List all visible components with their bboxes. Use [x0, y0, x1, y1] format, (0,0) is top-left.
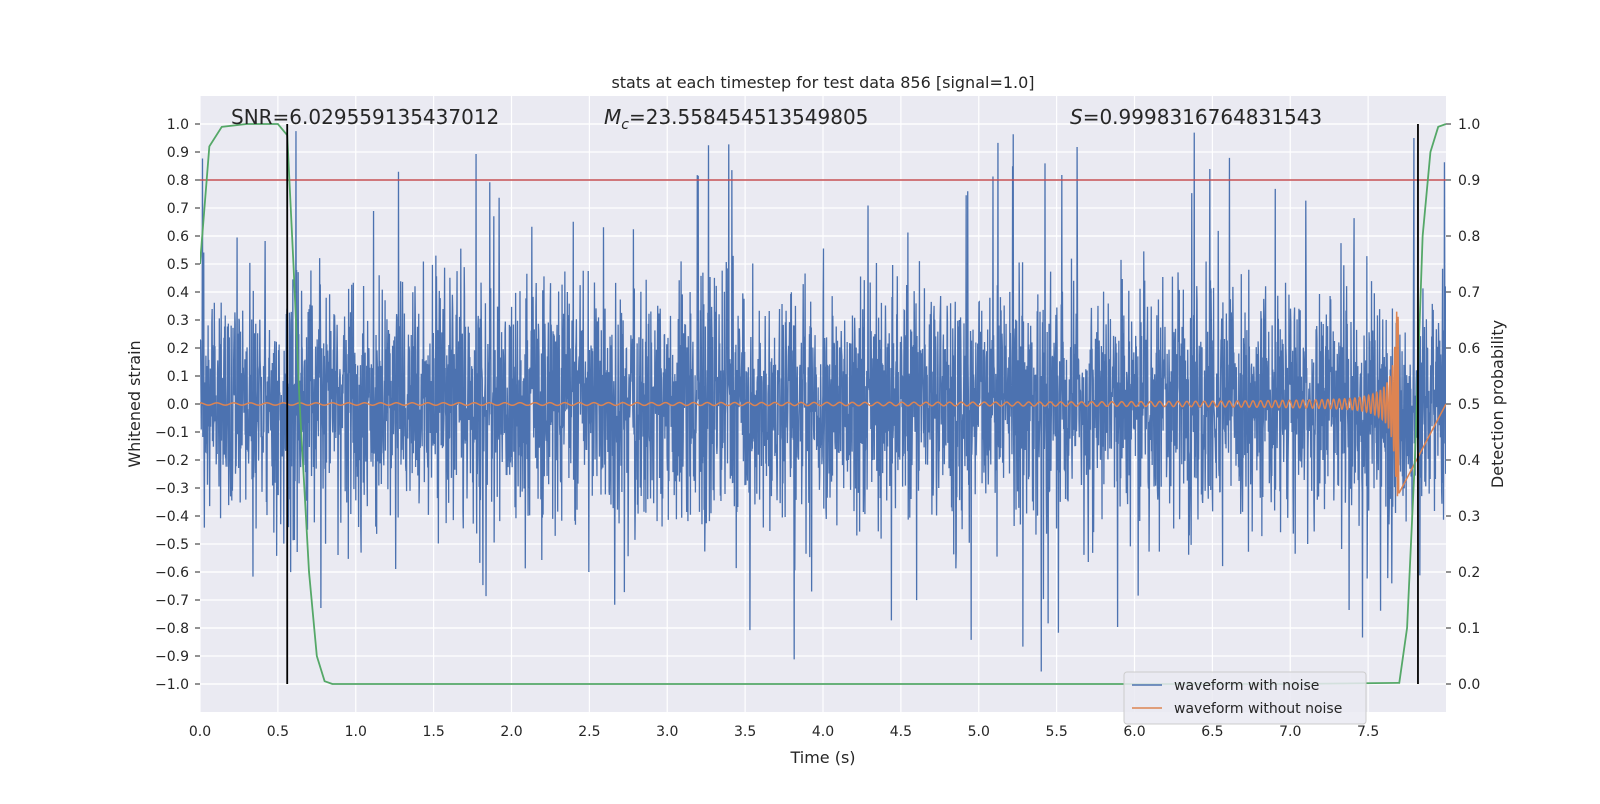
y-axis-label: Whitened strain — [125, 340, 144, 467]
annotation-chirp-mass-symbol: M — [604, 105, 621, 129]
x-tick-label: 5.5 — [1045, 724, 1067, 740]
y2-axis-label: Detection probability — [1488, 320, 1507, 488]
x-tick-label: 1.0 — [345, 724, 367, 740]
y2-tick-label: 0.2 — [1458, 565, 1480, 581]
x-tick-label: 1.5 — [422, 724, 444, 740]
axes: 0.0 0.5 1.0 1.5 2.0 2.5 3.0 3.5 4.0 4.5 5.0 5.5 6.0 6… — [155, 117, 1480, 740]
annotation-statistic-symbol: S — [1070, 105, 1083, 129]
y2-tick-label: 0.3 — [1458, 509, 1480, 525]
y-tick-label: −0.3 — [155, 481, 189, 497]
annotation-chirp-mass-value: =23.558454513549805 — [629, 105, 868, 129]
y2-tick-label: 0.0 — [1458, 677, 1480, 693]
x-tick-label: 0.0 — [189, 724, 211, 740]
y-tick-label: −0.1 — [155, 425, 189, 441]
x-tick-label: 7.0 — [1279, 724, 1301, 740]
x-tick-label: 3.0 — [656, 724, 678, 740]
x-tick-label: 4.0 — [812, 724, 834, 740]
y-tick-label: 0.4 — [167, 285, 189, 301]
y-tick-label: 0.1 — [167, 369, 189, 385]
y2-tick-label: 0.4 — [1458, 453, 1480, 469]
legend-label-noisy: waveform with noise — [1174, 678, 1319, 694]
y2-tick-label: 0.7 — [1458, 285, 1480, 301]
x-tick-label: 3.5 — [734, 724, 756, 740]
y2-tick-label: 0.8 — [1458, 229, 1480, 245]
y-tick-label: 0.9 — [167, 145, 189, 161]
y-tick-label: −0.7 — [155, 593, 189, 609]
y2-tick-label: 0.6 — [1458, 341, 1480, 357]
legend-label-clean: waveform without noise — [1174, 701, 1342, 717]
y-tick-label: −0.2 — [155, 453, 189, 469]
annotation-chirp-mass: Mc=23.558454513549805 — [604, 105, 868, 133]
x-tick-label: 2.0 — [500, 724, 522, 740]
x-tick-label: 4.5 — [890, 724, 912, 740]
y-tick-label: 0.3 — [167, 313, 189, 329]
y-tick-label: 0.7 — [167, 201, 189, 217]
chart-title: stats at each timestep for test data 856… — [611, 73, 1034, 92]
plot-area — [200, 123, 1446, 685]
series-waveform-without-noise — [200, 311, 1446, 497]
x-axis-label: Time (s) — [789, 748, 855, 767]
y-tick-label: −0.8 — [155, 621, 189, 637]
x-tick-label: 6.5 — [1201, 724, 1223, 740]
y-tick-label: 0.0 — [167, 397, 189, 413]
annotation-chirp-mass-subscript: c — [621, 117, 629, 133]
y-tick-label: 0.2 — [167, 341, 189, 357]
y-tick-label: 0.6 — [167, 229, 189, 245]
y2-tick-label: 0.5 — [1458, 397, 1480, 413]
annotation-snr: SNR=6.029559135437012 — [231, 105, 499, 129]
y-tick-label: −0.9 — [155, 649, 189, 665]
annotation-statistic: S=0.9998316764831543 — [1070, 105, 1322, 129]
legend-box — [1123, 671, 1367, 725]
y2-tick-label: 1.0 — [1458, 117, 1480, 133]
y-tick-label: 1.0 — [167, 117, 189, 133]
y2-tick-label: 0.9 — [1458, 173, 1480, 189]
y-tick-label: −0.6 — [155, 565, 189, 581]
x-tick-label: 0.5 — [267, 724, 289, 740]
y-tick-label: 0.5 — [167, 257, 189, 273]
y-tick-label: −1.0 — [155, 677, 189, 693]
series-waveform-with-noise — [200, 131, 1446, 672]
y-tick-label: 0.8 — [167, 173, 189, 189]
x-tick-label: 2.5 — [578, 724, 600, 740]
x-tick-label: 6.0 — [1123, 724, 1145, 740]
y2-tick-label: 0.1 — [1458, 621, 1480, 637]
x-tick-label: 5.0 — [968, 724, 990, 740]
y-tick-label: −0.5 — [155, 537, 189, 553]
legend: waveform with noise waveform without noi… — [1123, 671, 1367, 725]
annotation-statistic-value: =0.9998316764831543 — [1083, 105, 1322, 129]
y-tick-label: −0.4 — [155, 509, 189, 525]
x-tick-label: 7.5 — [1357, 724, 1379, 740]
